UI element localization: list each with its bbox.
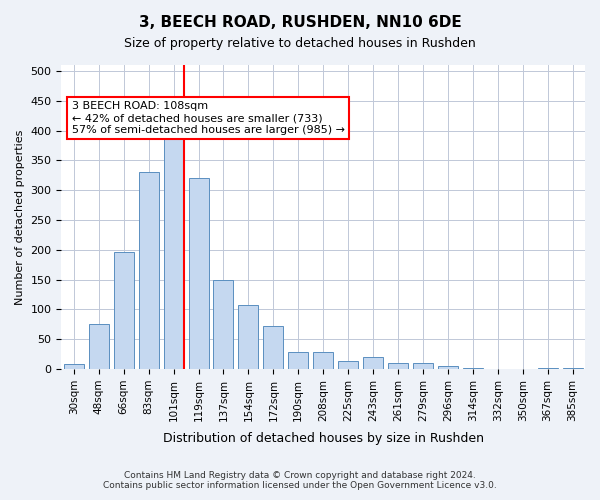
Bar — [313, 352, 333, 369]
Text: 3 BEECH ROAD: 108sqm
← 42% of detached houses are smaller (733)
57% of semi-deta: 3 BEECH ROAD: 108sqm ← 42% of detached h… — [72, 102, 345, 134]
Bar — [463, 368, 483, 369]
Bar — [214, 280, 233, 369]
Bar — [238, 306, 259, 369]
Bar — [263, 326, 283, 369]
X-axis label: Distribution of detached houses by size in Rushden: Distribution of detached houses by size … — [163, 432, 484, 445]
Bar — [89, 324, 109, 369]
Bar — [363, 357, 383, 369]
Bar — [563, 368, 583, 369]
Bar — [338, 360, 358, 369]
Bar — [438, 366, 458, 369]
Bar — [538, 368, 557, 369]
Bar — [139, 172, 158, 369]
Bar — [114, 252, 134, 369]
Bar — [64, 364, 84, 369]
Text: 3, BEECH ROAD, RUSHDEN, NN10 6DE: 3, BEECH ROAD, RUSHDEN, NN10 6DE — [139, 15, 461, 30]
Bar — [188, 178, 209, 369]
Bar — [164, 138, 184, 369]
Bar — [413, 363, 433, 369]
Text: Contains HM Land Registry data © Crown copyright and database right 2024.
Contai: Contains HM Land Registry data © Crown c… — [103, 470, 497, 490]
Bar — [388, 363, 408, 369]
Text: Size of property relative to detached houses in Rushden: Size of property relative to detached ho… — [124, 38, 476, 51]
Bar — [288, 352, 308, 369]
Y-axis label: Number of detached properties: Number of detached properties — [15, 130, 25, 304]
